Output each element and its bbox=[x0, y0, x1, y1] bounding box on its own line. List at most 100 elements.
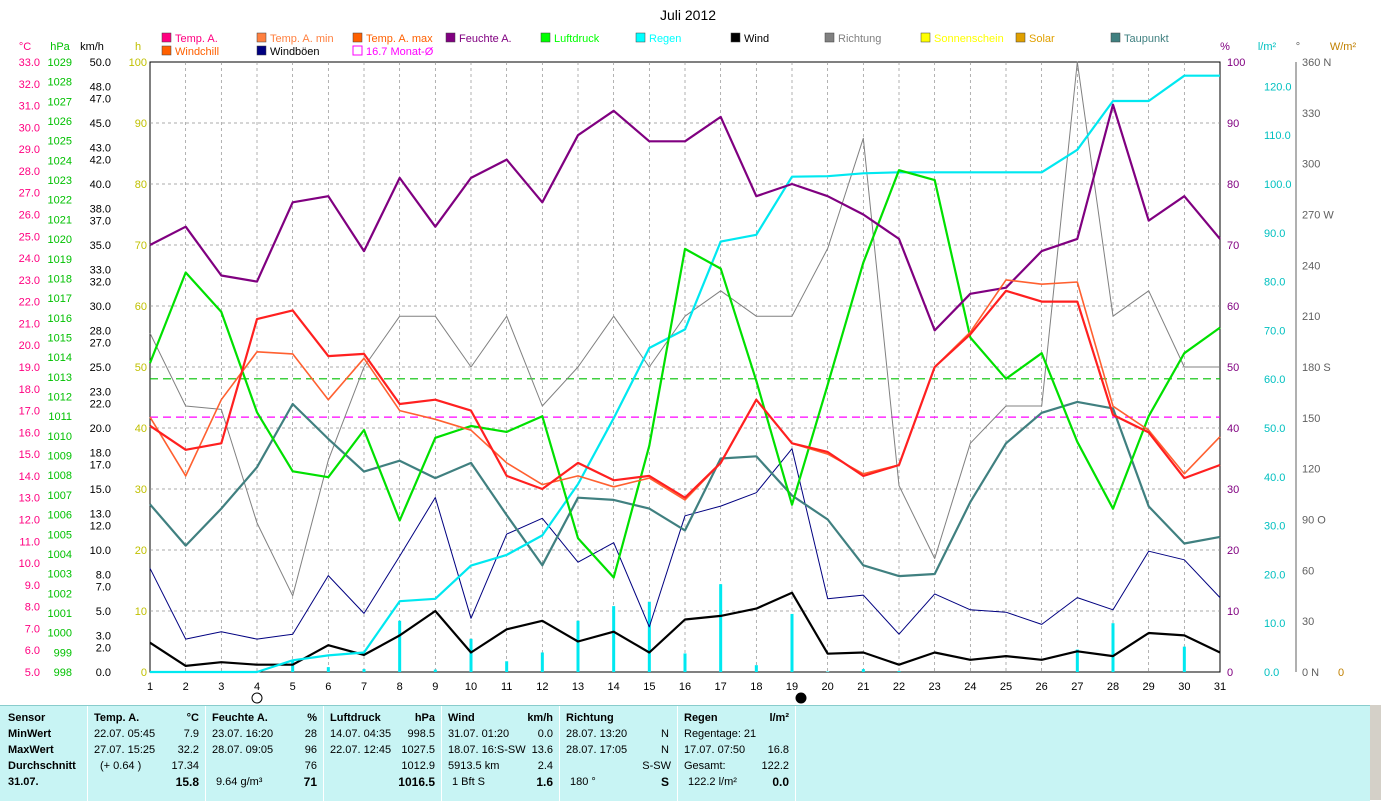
rain-days: Regentage: 21 bbox=[684, 727, 756, 742]
kmh-tick: 43.0 bbox=[90, 142, 111, 154]
kmh-tick: 0.0 bbox=[96, 667, 111, 679]
celsius-tick: 21.0 bbox=[19, 318, 40, 330]
wind-max-date: 18.07. 16:S-SW bbox=[448, 743, 526, 758]
wind-min-date: 31.07. 01:20 bbox=[448, 727, 509, 742]
temp-current: 15.8 bbox=[176, 775, 199, 790]
hpa-tick: 1024 bbox=[48, 155, 72, 167]
kmh-tick: 2.0 bbox=[96, 643, 111, 655]
kmh-tick: 27.0 bbox=[90, 338, 111, 350]
degree-tick: 90 O bbox=[1302, 515, 1326, 527]
x-tick: 14 bbox=[608, 681, 620, 693]
rain-bar bbox=[291, 660, 294, 672]
hours-tick: 0 bbox=[141, 667, 147, 679]
celsius-tick: 8.0 bbox=[25, 602, 40, 614]
hpa-tick: 1012 bbox=[48, 392, 72, 404]
temp-min-date: 22.07. 05:45 bbox=[94, 727, 155, 742]
celsius-tick: 28.0 bbox=[19, 166, 40, 178]
percent-tick: 40 bbox=[1227, 423, 1239, 435]
kmh-tick: 32.0 bbox=[90, 277, 111, 289]
rain-bar bbox=[505, 661, 508, 672]
kmh-tick: 5.0 bbox=[96, 606, 111, 618]
celsius-tick: 23.0 bbox=[19, 275, 40, 287]
hours-tick: 100 bbox=[129, 57, 147, 69]
percent-unit: % bbox=[1220, 41, 1230, 53]
kmh-tick: 8.0 bbox=[96, 569, 111, 581]
legend-swatch bbox=[257, 46, 266, 55]
celsius-tick: 17.0 bbox=[19, 406, 40, 418]
hpa-tick: 1010 bbox=[48, 431, 72, 443]
hpa-tick: 1005 bbox=[48, 529, 72, 541]
legend-swatch bbox=[825, 33, 834, 42]
degree-tick: 30 bbox=[1302, 616, 1314, 628]
x-tick: 1 bbox=[147, 681, 153, 693]
hpa-tick: 1023 bbox=[48, 175, 72, 187]
hours-tick: 20 bbox=[135, 545, 147, 557]
percent-tick: 90 bbox=[1227, 118, 1239, 130]
rain-tick: 70.0 bbox=[1264, 325, 1285, 337]
wind-extra: 1 Bft S bbox=[452, 775, 485, 790]
degree-tick: 210 bbox=[1302, 311, 1320, 323]
humidity-max-date: 28.07. 09:05 bbox=[212, 743, 273, 758]
kmh-tick: 35.0 bbox=[90, 240, 111, 252]
celsius-tick: 29.0 bbox=[19, 144, 40, 156]
solar-unit: W/m² bbox=[1330, 41, 1357, 53]
x-tick: 19 bbox=[786, 681, 798, 693]
legend-swatch bbox=[1111, 33, 1120, 42]
temp-header: Temp. A. bbox=[94, 711, 139, 726]
hours-tick: 70 bbox=[135, 240, 147, 252]
kmh-tick: 42.0 bbox=[90, 155, 111, 167]
rain-tick: 60.0 bbox=[1264, 374, 1285, 386]
x-tick: 25 bbox=[1000, 681, 1012, 693]
window-edge bbox=[1370, 705, 1381, 800]
celsius-tick: 32.0 bbox=[19, 79, 40, 91]
legend-swatch bbox=[353, 33, 362, 42]
chart-title: Juli 2012 bbox=[660, 7, 716, 23]
direction-avg-val: S-SW bbox=[642, 759, 671, 774]
rain-bars bbox=[291, 584, 1186, 672]
x-tick: 12 bbox=[536, 681, 548, 693]
legend-label: Solar bbox=[1029, 33, 1055, 45]
legend-swatch bbox=[162, 33, 171, 42]
kmh-tick: 3.0 bbox=[96, 630, 111, 642]
x-tick: 11 bbox=[501, 681, 512, 693]
legend-swatch bbox=[257, 33, 266, 42]
stats-sensor-header: Sensor bbox=[8, 711, 45, 726]
kmh-tick: 10.0 bbox=[90, 545, 111, 557]
humidity-extra: 9.64 g/m³ bbox=[216, 775, 262, 790]
rain-bar bbox=[398, 621, 401, 672]
celsius-tick: 7.0 bbox=[25, 623, 40, 635]
kmh-tick: 25.0 bbox=[90, 362, 111, 374]
kmh-tick: 12.0 bbox=[90, 521, 111, 533]
celsius-tick: 16.0 bbox=[19, 427, 40, 439]
kmh-tick: 13.0 bbox=[90, 508, 111, 520]
rain-tick: 80.0 bbox=[1264, 277, 1285, 289]
degree-tick: 300 bbox=[1302, 159, 1320, 171]
degree-tick: 270 W bbox=[1302, 210, 1334, 222]
hpa-tick: 1006 bbox=[48, 510, 72, 522]
percent-tick: 80 bbox=[1227, 179, 1239, 191]
wind-min-val: 0.0 bbox=[538, 727, 553, 742]
hpa-tick: 1018 bbox=[48, 273, 72, 285]
rain-max-val: 16.8 bbox=[768, 743, 789, 758]
percent-tick: 30 bbox=[1227, 484, 1239, 496]
wind-avg-val: 2.4 bbox=[538, 759, 553, 774]
x-tick: 2 bbox=[183, 681, 189, 693]
legend-swatch bbox=[636, 33, 645, 42]
celsius-tick: 25.0 bbox=[19, 231, 40, 243]
rain-unit: l/m² bbox=[1258, 41, 1277, 53]
kmh-tick: 15.0 bbox=[90, 484, 111, 496]
pressure-max-val: 1027.5 bbox=[401, 743, 435, 758]
kmh-tick: 28.0 bbox=[90, 325, 111, 337]
rain-tick: 50.0 bbox=[1264, 423, 1285, 435]
rain-tick: 30.0 bbox=[1264, 521, 1285, 533]
axis-ticks: 33.032.031.030.029.028.027.026.025.024.0… bbox=[19, 57, 1345, 693]
rain-bar bbox=[898, 671, 901, 672]
hpa-tick: 998 bbox=[54, 667, 72, 679]
moon-markers bbox=[252, 693, 806, 703]
rain-bar bbox=[577, 621, 580, 672]
rain-bar bbox=[719, 584, 722, 672]
